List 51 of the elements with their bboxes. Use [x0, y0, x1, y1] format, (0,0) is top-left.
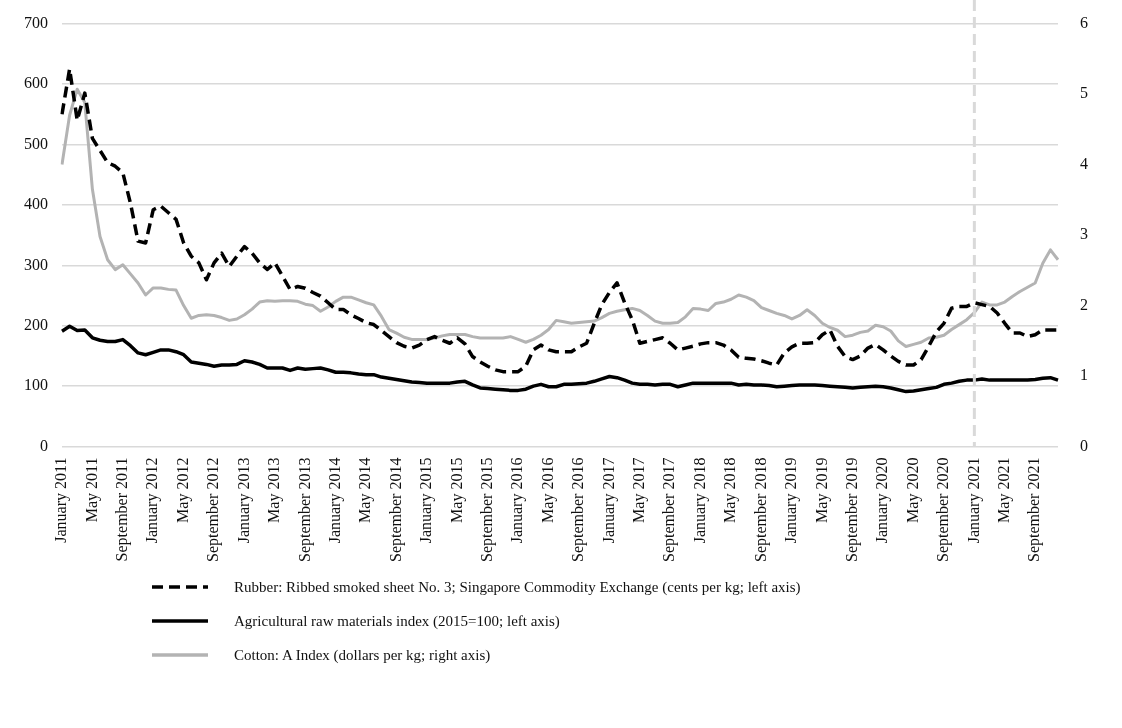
x-tick-label: May 2013	[265, 457, 284, 523]
y2-tick-label: 5	[1080, 84, 1088, 102]
x-tick-label: September 2020	[934, 457, 953, 562]
y-tick-label: 700	[24, 13, 48, 31]
legend-label: Agricultural raw materials index (2015=100; left axis)	[234, 612, 560, 630]
x-tick-label: September 2012	[204, 457, 223, 562]
x-tick-label: September 2014	[386, 457, 405, 562]
y2-tick-label: 6	[1080, 13, 1088, 31]
x-tick-label: May 2020	[903, 457, 922, 523]
y2-tick-label: 4	[1080, 154, 1088, 172]
x-tick-label: January 2015	[417, 457, 436, 544]
y-tick-label: 300	[24, 255, 48, 273]
x-tick-label: January 2021	[964, 457, 983, 544]
y2-tick-label: 3	[1080, 225, 1088, 243]
x-tick-label: January 2018	[690, 457, 709, 544]
x-tick-label: January 2013	[234, 457, 253, 544]
x-tick-label: September 2018	[751, 457, 770, 562]
x-tick-label: May 2019	[812, 457, 831, 523]
legend-label: Rubber: Ribbed smoked sheet No. 3; Singapore Commodity Exchange (cents per kg; left axis)	[234, 578, 801, 596]
x-tick-label: January 2012	[143, 457, 162, 544]
x-tick-label: May 2018	[721, 457, 740, 523]
x-tick-label: January 2019	[782, 457, 801, 544]
x-tick-label: September 2017	[660, 457, 679, 562]
y2-tick-label: 0	[1080, 436, 1088, 454]
x-tick-label: September 2013	[295, 457, 314, 562]
y-tick-label: 0	[40, 436, 48, 454]
x-tick-label: May 2011	[82, 457, 101, 523]
y-tick-label: 100	[24, 376, 48, 394]
y-tick-label: 400	[24, 195, 48, 213]
x-tick-label: May 2016	[538, 457, 557, 523]
x-tick-label: September 2016	[569, 457, 588, 562]
x-tick-label: May 2014	[356, 457, 375, 523]
x-tick-label: September 2021	[1025, 457, 1044, 562]
x-tick-label: January 2020	[873, 457, 892, 544]
x-tick-label: May 2012	[173, 457, 192, 523]
x-tick-label: May 2017	[630, 457, 649, 523]
x-tick-label: January 2017	[599, 457, 618, 544]
x-tick-label: January 2011	[52, 457, 71, 543]
x-tick-label: May 2015	[447, 457, 466, 523]
x-tick-label: January 2014	[325, 457, 344, 544]
y2-tick-label: 1	[1080, 366, 1088, 384]
y-tick-label: 500	[24, 134, 48, 152]
x-tick-label: January 2016	[508, 457, 527, 544]
x-tick-label: September 2015	[477, 457, 496, 562]
y-tick-label: 200	[24, 315, 48, 333]
legend-label: Cotton: A Index (dollars per kg; right axis)	[234, 646, 491, 664]
y-tick-label: 600	[24, 74, 48, 92]
y2-tick-label: 2	[1080, 295, 1088, 313]
x-tick-label: September 2011	[113, 457, 132, 562]
x-tick-label: May 2021	[994, 457, 1013, 523]
x-tick-label: September 2019	[842, 457, 861, 562]
